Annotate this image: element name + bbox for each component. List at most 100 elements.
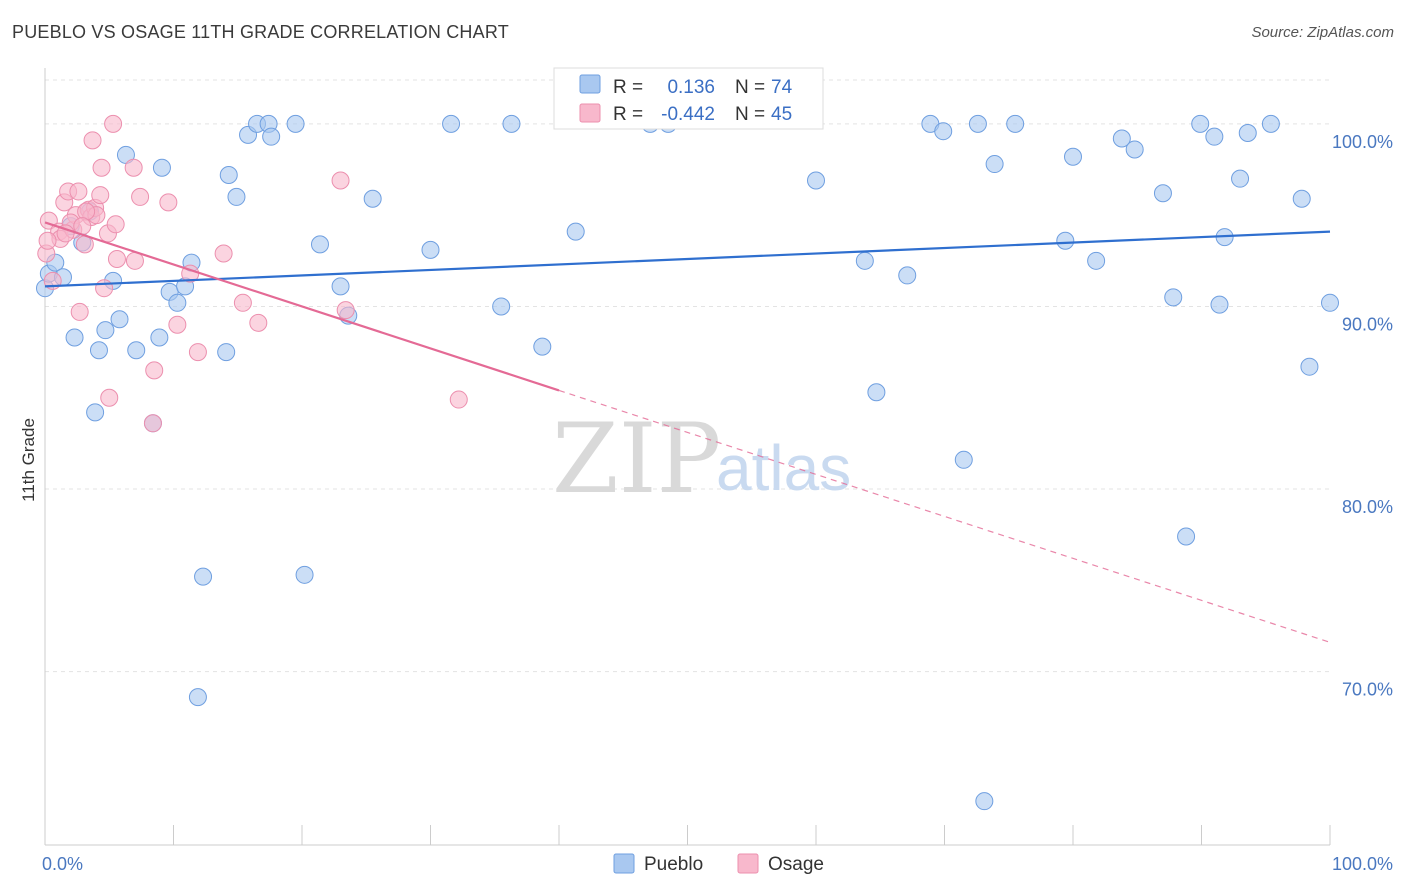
legend-r-value-pueblo: 0.136	[667, 77, 715, 98]
pueblo-point	[188, 688, 207, 707]
osage-trend-line-dashed	[558, 389, 1331, 643]
legend-r-value-osage: -0.442	[661, 104, 715, 125]
pueblo-point	[96, 321, 115, 340]
osage-point	[106, 215, 125, 234]
pueblo-point	[975, 792, 994, 811]
pueblo-point	[807, 171, 825, 190]
osage-point	[38, 231, 57, 250]
pueblo-point	[310, 235, 329, 254]
bottom-legend-label-osage: Osage	[768, 854, 824, 875]
pueblo-point	[1112, 129, 1131, 148]
osage-point	[56, 224, 75, 243]
pueblo-point	[127, 341, 146, 360]
pueblo-point	[1006, 114, 1025, 133]
pueblo-point	[110, 310, 129, 329]
pueblo-point	[898, 266, 917, 285]
pueblo-point	[934, 122, 953, 141]
pueblo-point	[219, 166, 238, 185]
pueblo-point	[363, 189, 382, 208]
y-tick-label: 80.0%	[1342, 497, 1393, 517]
pueblo-point	[1238, 124, 1257, 143]
osage-point	[83, 131, 102, 150]
pueblo-trend-line	[44, 230, 1331, 288]
osage-point	[188, 343, 207, 362]
pueblo-point	[1231, 169, 1250, 188]
pueblo-point	[1164, 288, 1183, 307]
pueblo-point	[1087, 251, 1106, 270]
legend-n-label-pueblo: N =	[735, 77, 765, 98]
x-tick-label-min: 0.0%	[42, 854, 83, 874]
pueblo-point	[1064, 147, 1082, 166]
watermark-atlas: atlas	[716, 432, 851, 504]
pueblo-point	[1210, 295, 1229, 314]
bottom-legend-swatch-osage	[737, 853, 759, 874]
pueblo-point	[152, 158, 171, 177]
pueblo-point	[168, 293, 187, 312]
legend-swatch-pueblo	[579, 74, 601, 94]
osage-point	[143, 414, 162, 433]
osage-point	[124, 158, 143, 177]
pueblo-point	[295, 565, 314, 584]
osage-point	[336, 301, 355, 320]
pueblo-point	[89, 341, 108, 360]
pueblo-point	[86, 403, 105, 422]
pueblo-point	[985, 155, 1004, 174]
osage-point	[100, 388, 119, 407]
osage-point	[92, 158, 111, 177]
pueblo-point	[867, 383, 886, 402]
osage-point	[449, 390, 468, 409]
pueblo-point	[331, 277, 350, 296]
osage-point	[249, 313, 268, 332]
pueblo-point	[1205, 127, 1224, 146]
pueblo-point	[262, 127, 281, 146]
osage-point	[104, 114, 123, 133]
y-tick-label: 90.0%	[1342, 314, 1393, 334]
osage-point	[159, 193, 178, 212]
pueblo-point	[286, 114, 305, 133]
osage-point	[70, 302, 89, 321]
pueblo-point	[954, 450, 973, 469]
osage-point	[233, 293, 252, 312]
pueblo-point	[1191, 114, 1210, 133]
pueblo-point	[1292, 189, 1311, 208]
pueblo-point	[194, 567, 213, 586]
pueblo-point	[65, 328, 84, 347]
pueblo-point	[566, 222, 585, 241]
pueblo-point	[442, 114, 461, 133]
pueblo-point	[1261, 114, 1280, 133]
trend-layer	[44, 221, 1331, 643]
legend-r-label-osage: R =	[613, 104, 643, 125]
pueblo-point	[1321, 293, 1339, 312]
series-legend: Pueblo Osage	[613, 853, 824, 875]
y-tick-label: 70.0%	[1342, 680, 1393, 700]
osage-point	[214, 244, 233, 263]
watermark: ZIP atlas	[552, 403, 851, 515]
pueblo-point	[150, 328, 169, 347]
pueblo-point	[227, 187, 246, 206]
pueblo-point	[502, 114, 521, 133]
osage-point	[331, 171, 350, 190]
pueblo-point	[421, 240, 440, 259]
pueblo-point	[217, 343, 236, 362]
legend-swatch-osage	[579, 103, 601, 123]
osage-point	[145, 361, 164, 380]
pueblo-point	[1153, 184, 1172, 203]
pueblo-point	[1300, 357, 1319, 376]
bottom-legend-label-pueblo: Pueblo	[644, 854, 703, 875]
pueblo-point	[492, 297, 511, 316]
watermark-zip: ZIP	[552, 403, 721, 515]
pueblo-point	[1177, 527, 1196, 546]
legend-r-label-pueblo: R =	[613, 77, 643, 98]
osage-point	[168, 315, 187, 334]
pueblo-point	[968, 114, 987, 133]
axes-layer	[44, 68, 1331, 846]
pueblo-point	[1125, 140, 1144, 159]
osage-trend-line	[44, 221, 560, 392]
labels-layer: 100.0% 90.0% 80.0% 70.0% 0.0% 100.0%	[42, 132, 1393, 874]
osage-point	[107, 249, 126, 268]
y-axis-title: 11th Grade	[19, 418, 38, 502]
x-tick-label-max: 100.0%	[1332, 854, 1393, 874]
source-label: Source: ZipAtlas.com	[1251, 24, 1394, 41]
y-tick-label: 100.0%	[1332, 132, 1393, 152]
